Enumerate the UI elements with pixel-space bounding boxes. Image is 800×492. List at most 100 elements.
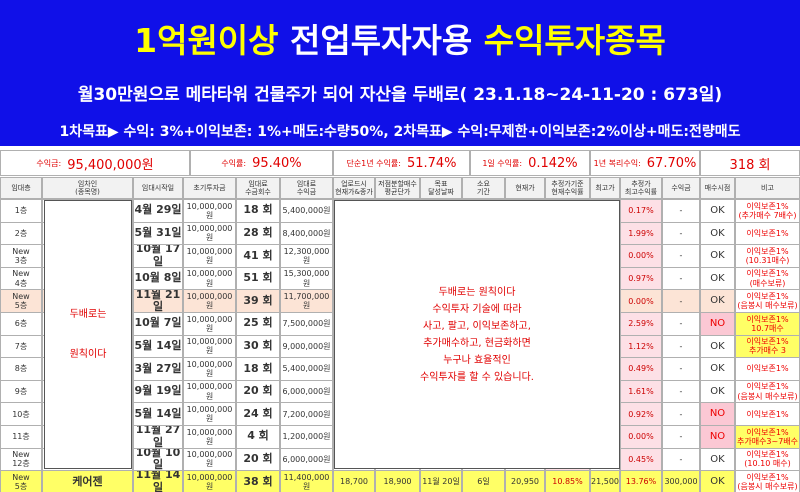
header-text: 임대시작일 [141,183,175,192]
column-header: 수익금 [662,177,700,199]
cell-text: - [679,364,683,374]
table-cell: 6일 [462,470,505,492]
cell-text: - [679,228,683,238]
summary-label: 1년 복리수익: [593,158,641,168]
cell-text: 10.85% [552,477,583,487]
table-cell: 10,000,000원 [183,447,236,472]
cell-text: 추가매수3~7배수 [736,436,799,446]
title-part: 수익투자종목 [483,21,666,60]
cell-text: OK [710,295,725,307]
cell-text: 11층 [12,432,30,442]
cell-text: 6,000,000원 [282,387,331,396]
table-cell: 이익보존1% [735,357,800,381]
table-cell: 25 회 [236,312,280,336]
cell-text: 9,000,000원 [282,341,331,351]
table-cell: 이익보존1% (10.10 매수) [735,447,800,472]
cell-text: (10.10 매수) [744,459,791,469]
cell-text: OK [710,340,725,352]
cell-text: 10,000,000원 [186,450,233,469]
cell-text: 이익보존1% [746,427,789,437]
cell-text: 11월 27일 [135,425,181,449]
table-cell: 5월 14일 [133,334,183,359]
table-cell: 0.17% [620,199,662,223]
cell-text: - [679,432,683,442]
summary-value: 0.142% [528,155,578,171]
table-cell: New 12층 [0,447,42,472]
column-header: 임대층 [0,177,42,199]
table-cell: - [662,199,700,223]
cell-text: 5층 [14,301,28,311]
table-cell: 케어젠 [42,470,133,492]
cell-text: 18,700 [340,477,368,487]
table-cell: 이익보존1% (10.31매수) [735,244,800,268]
cell-text: 20 회 [243,384,273,398]
cell-text: 11월 20일 [422,477,460,487]
header-text: 임대층 [11,183,31,192]
summary-value: 318 회 [729,157,771,173]
cell-text: 10,000,000원 [186,224,233,243]
table-cell: 10월 8일 [133,266,183,291]
cell-text: New [12,472,30,482]
cell-text: 이익보존1% [746,228,789,238]
cell-text: 이익보존1% [746,337,789,347]
table-cell: New 5층 [0,470,42,492]
table-cell: - [662,357,700,381]
cell-text: 3월 27일 [134,361,182,375]
table-cell: 10월 17일 [133,244,183,268]
cell-text: 39 회 [243,293,273,307]
table-cell: 이익보존1% (추가매수 7배수) [735,199,800,223]
cell-text: 18,900 [383,477,412,487]
cell-text: 5층 [14,481,28,491]
cell-text: 15,300,000원 [283,269,330,288]
table-cell: 11,400,000원 [280,470,333,492]
table-cell: 0.00% [620,244,662,268]
table-cell: - [662,425,700,449]
cell-text: 10,000,000원 [186,359,233,378]
cell-text: 300,000 [664,477,698,487]
header-text: 소요 [477,179,490,188]
header-text: 추정가기준 [551,179,584,188]
cell-text: (10.31매수) [745,255,790,265]
cell-text: (음봉시 매수보류) [737,301,798,311]
table-cell: 11월 21일 [133,289,183,313]
table-cell: 11월 27일 [133,425,183,449]
table-cell: 7층 [0,334,42,359]
table-cell: 0.45% [620,447,662,472]
cell-text: 6,000,000원 [282,454,331,464]
cell-text: 10,000,000원 [186,292,233,311]
table-cell: 이익보존1% 10.7매수 [735,312,800,336]
table-cell: 이익보존1% (음봉시 매수보류) [735,379,800,404]
column-header: 매수시점 [700,177,735,199]
table-cell: - [662,447,700,472]
cell-text: 11월 14일 [135,470,181,492]
cell-text: (음봉시 매수보류) [737,391,798,401]
table-cell: 13.76% [620,470,662,492]
cell-text: 0.49% [628,364,654,374]
table-cell: 0.00% [620,289,662,313]
cell-text: 41 회 [243,248,273,262]
table-cell: 18 회 [236,357,280,381]
cell-text: 10월 8일 [134,271,182,285]
table-cell: 9,000,000원 [280,334,333,359]
title: 1억원이상 전업투자자용 수익투자종목 [0,14,800,62]
cell-text: 이익보존1% [746,292,789,301]
summary-label: 수익금: [36,158,62,168]
table-cell: 6,000,000원 [280,379,333,404]
cell-text: - [679,296,683,306]
table-cell: 4 회 [236,425,280,449]
box-text: 추가매수하고, 현금화하면 [423,337,531,349]
cell-text: 10월 10일 [135,447,181,472]
column-header: 소요 기간 [462,177,505,199]
cell-text: 10,000,000원 [186,314,233,333]
table-cell: 4월 29일 [133,199,183,223]
table-cell: 8,400,000원 [280,221,333,246]
table-cell: 0.49% [620,357,662,381]
cell-text: 11,700,000원 [283,292,330,311]
summary-label: 수익률: [221,158,247,168]
cell-text: 0.45% [628,454,654,464]
cell-text: OK [710,476,725,488]
cell-text: 10,000,000원 [186,269,233,288]
column-header: 업로드시 현재가&종가 [333,177,375,199]
table-cell: 12,300,000원 [280,244,333,268]
cell-text: 0.92% [628,409,654,419]
